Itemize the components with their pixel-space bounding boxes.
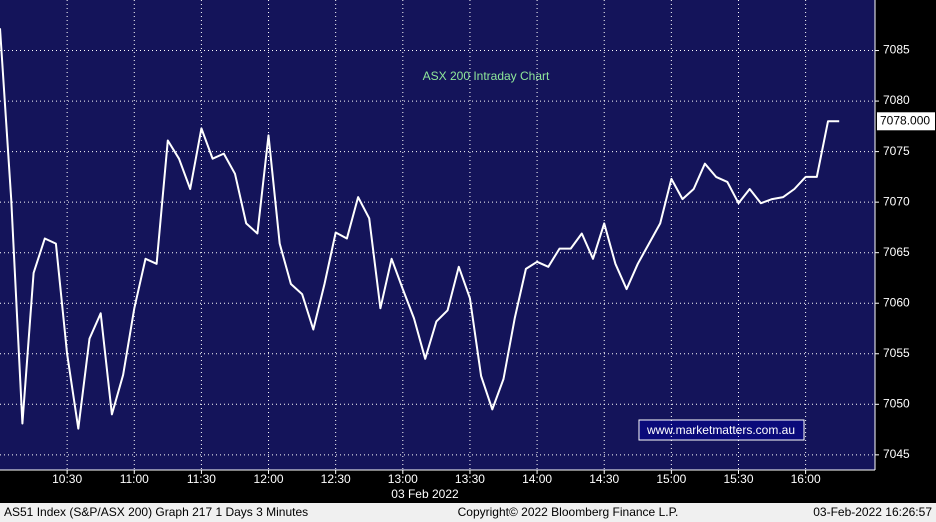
x-tick-label: 10:30 <box>52 472 82 486</box>
last-value-box <box>877 112 935 131</box>
x-tick-label: 12:00 <box>254 472 284 486</box>
x-tick-label: 11:30 <box>187 472 216 486</box>
x-tick-label: 14:00 <box>522 472 552 486</box>
x-tick-label: 11:00 <box>120 472 149 486</box>
x-axis-label: 03 Feb 2022 <box>391 487 459 501</box>
annotation: www.marketmatters.com.au <box>646 423 795 437</box>
x-tick-label: 16:00 <box>791 472 821 486</box>
y-tick-label: 7065 <box>883 245 910 259</box>
footer-left: AS51 Index (S&P/ASX 200) Graph 217 1 Day… <box>4 505 308 519</box>
chart-title: ASX 200 Intraday Chart <box>423 69 550 83</box>
last-value-label: 7078.000 <box>880 113 930 127</box>
y-tick-label: 7060 <box>883 295 910 309</box>
x-tick-label: 13:00 <box>388 472 418 486</box>
annotation-box <box>638 419 805 441</box>
footer-bar <box>0 503 936 522</box>
x-tick-label: 15:00 <box>656 472 686 486</box>
footer-right: 03-Feb-2022 16:26:57 <box>813 505 932 519</box>
x-tick-label: 14:30 <box>589 472 619 486</box>
y-tick-label: 7085 <box>883 43 910 57</box>
price-line <box>0 28 840 430</box>
y-tick-label: 7055 <box>883 346 910 360</box>
y-tick-label: 7045 <box>883 447 910 461</box>
x-tick-label: 13:30 <box>455 472 485 486</box>
y-tick-label: 7075 <box>883 144 910 158</box>
footer-center: Copyright© 2022 Bloomberg Finance L.P. <box>458 505 679 519</box>
x-tick-label: 15:30 <box>723 472 753 486</box>
plot-area <box>0 0 875 470</box>
x-tick-label: 12:30 <box>321 472 351 486</box>
y-tick-label: 7070 <box>883 194 910 208</box>
y-tick-label: 7080 <box>883 93 910 107</box>
y-tick-label: 7050 <box>883 396 910 410</box>
